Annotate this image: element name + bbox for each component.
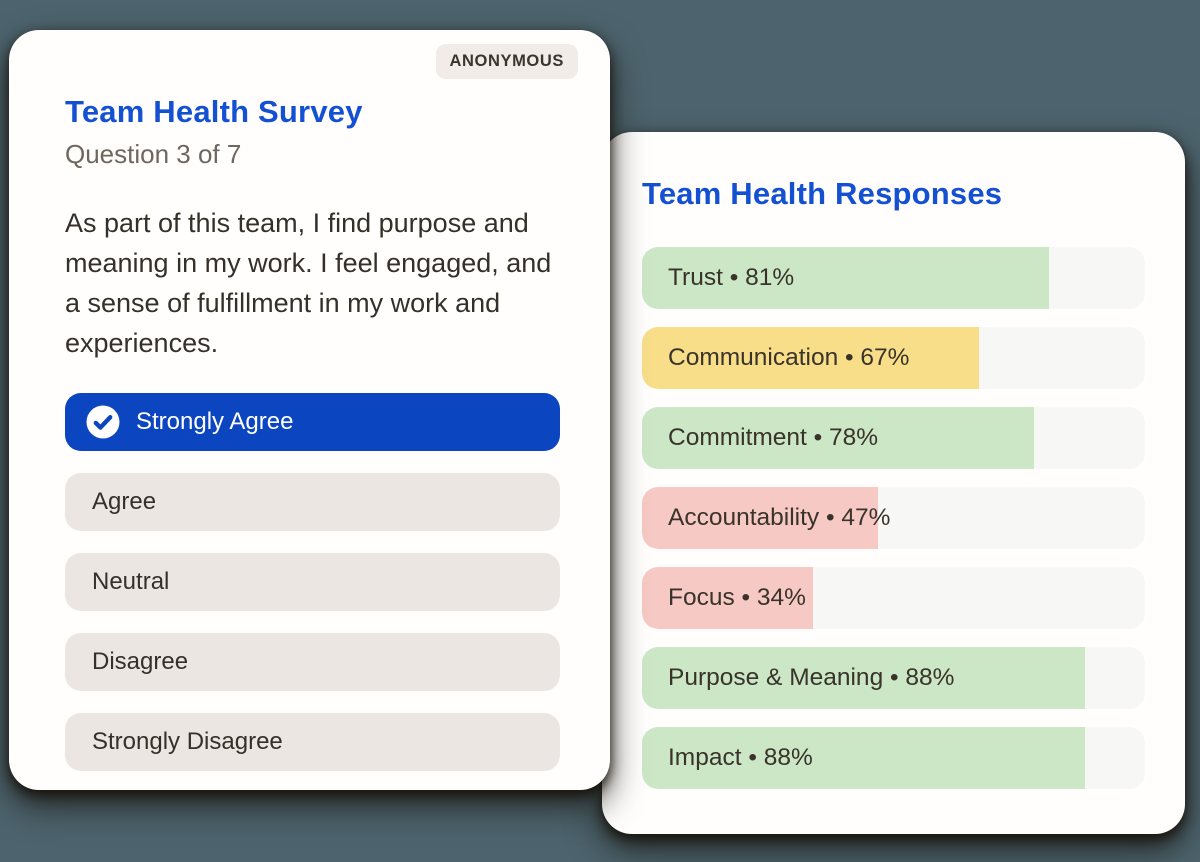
bar-label: Commitment • 78% — [668, 424, 879, 451]
response-bar-accountability: Accountability • 47% — [642, 487, 1145, 549]
anonymous-badge: ANONYMOUS — [435, 44, 578, 79]
answer-option-label: Strongly Disagree — [92, 728, 283, 755]
bar-label: Focus • 34% — [668, 584, 806, 611]
bar-fill — [642, 247, 1050, 309]
survey-title: Team Health Survey — [65, 94, 363, 129]
answer-options: Strongly Agree Agree Neutral Disagree Strong… — [65, 393, 560, 771]
responses-title: Team Health Responses — [642, 176, 1003, 211]
response-bars: Trust • 81% Communication • 67% Commitment… — [642, 247, 1145, 789]
response-bar-focus: Focus • 34% — [642, 567, 1145, 629]
bar-label: Accountability • 47% — [668, 504, 891, 531]
answer-option-strongly-disagree[interactable]: Strongly Disagree — [65, 713, 560, 771]
question-progress: Question 3 of 7 — [65, 139, 242, 169]
answer-option-label: Disagree — [92, 648, 189, 675]
response-bar-commitment: Commitment • 78% — [642, 407, 1145, 469]
question-text: As part of this team, I find purpose and… — [65, 208, 552, 358]
answer-option-label: Agree — [92, 488, 157, 515]
answer-option-disagree[interactable]: Disagree — [65, 633, 560, 691]
response-bar-trust: Trust • 81% — [642, 247, 1145, 309]
response-bar-purpose-meaning: Purpose & Meaning • 88% — [642, 647, 1145, 709]
bar-label: Purpose & Meaning • 88% — [668, 664, 955, 691]
answer-option-neutral[interactable]: Neutral — [65, 553, 560, 611]
bar-label: Trust • 81% — [668, 264, 795, 291]
answer-option-label: Neutral — [92, 568, 170, 595]
bar-fill — [642, 407, 1035, 469]
survey-card: ANONYMOUS Team Health Survey Question 3 … — [9, 30, 610, 790]
bar-label: Communication • 67% — [668, 344, 910, 371]
bar-fill — [642, 327, 979, 389]
check-icon — [85, 404, 121, 440]
responses-card: Team Health Responses Trust • 81% Communi… — [602, 132, 1185, 834]
response-bar-impact: Impact • 88% — [642, 727, 1145, 789]
bar-fill — [642, 727, 1085, 789]
answer-option-strongly-agree[interactable]: Strongly Agree — [65, 393, 560, 451]
bar-fill — [642, 487, 879, 549]
bar-label: Impact • 88% — [668, 744, 813, 771]
answer-option-agree[interactable]: Agree — [65, 473, 560, 531]
bar-fill — [642, 567, 814, 629]
bar-fill — [642, 647, 1085, 709]
answer-option-label: Strongly Agree — [136, 408, 294, 435]
response-bar-communication: Communication • 67% — [642, 327, 1145, 389]
